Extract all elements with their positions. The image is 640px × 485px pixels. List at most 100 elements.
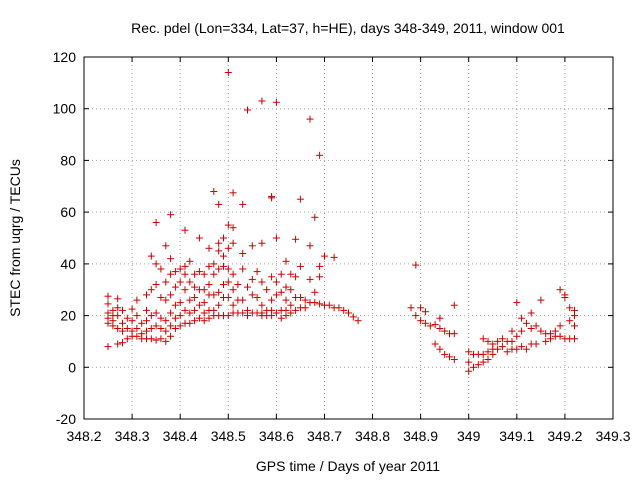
data-point — [537, 296, 545, 304]
data-point — [508, 327, 516, 335]
data-point — [316, 151, 324, 159]
data-point — [566, 317, 574, 325]
data-point — [484, 356, 492, 363]
data-point — [479, 335, 487, 343]
chart-title: Rec. pdel (Lon=334, Lat=37, h=HE), days … — [131, 20, 565, 36]
data-point — [191, 317, 199, 325]
data-point — [143, 291, 150, 299]
data-point — [239, 265, 247, 273]
data-point — [522, 319, 530, 327]
data-point — [186, 257, 194, 265]
data-point — [316, 300, 324, 308]
data-point — [489, 350, 497, 358]
data-point — [292, 273, 300, 281]
data-point — [152, 281, 160, 288]
data-point — [556, 332, 564, 340]
data-point — [321, 252, 328, 260]
x-tick-label: 349.2 — [547, 428, 582, 444]
x-tick-label: 349 — [457, 428, 481, 444]
data-point — [354, 317, 362, 325]
data-point — [229, 286, 237, 294]
y-axis-label: STEC from uqrg / TECUs — [7, 159, 23, 317]
data-point — [167, 309, 175, 317]
data-point — [186, 319, 194, 327]
data-point — [123, 325, 131, 332]
data-point — [287, 270, 295, 278]
data-point — [191, 306, 199, 314]
plot-frame — [83, 56, 614, 420]
data-point — [441, 327, 449, 335]
data-point — [345, 309, 352, 317]
data-point — [287, 301, 295, 309]
data-point — [239, 296, 247, 304]
data-point — [186, 309, 194, 317]
data-point — [513, 345, 521, 353]
data-point — [128, 305, 136, 313]
data-point — [157, 294, 165, 301]
data-point — [417, 304, 425, 312]
data-point — [296, 195, 304, 203]
data-point — [450, 356, 458, 363]
data-point — [465, 367, 473, 375]
data-point — [147, 312, 155, 320]
data-point — [474, 361, 482, 369]
data-point — [244, 106, 251, 114]
y-tick-label: 0 — [68, 359, 76, 375]
data-point — [311, 213, 319, 221]
data-point — [513, 332, 521, 340]
data-point — [311, 288, 319, 296]
data-point — [157, 325, 165, 332]
data-point — [282, 283, 290, 291]
data-point — [162, 317, 170, 325]
data-point — [292, 235, 300, 243]
data-point — [200, 286, 208, 294]
y-tick-label: 100 — [53, 101, 77, 117]
data-point — [296, 262, 304, 270]
data-point — [542, 337, 550, 345]
data-point — [258, 97, 266, 105]
data-point — [316, 262, 324, 270]
data-point — [167, 322, 175, 330]
data-point — [479, 350, 487, 358]
data-point — [133, 312, 141, 320]
data-point — [109, 322, 117, 330]
data-point — [128, 317, 136, 325]
data-point — [292, 306, 300, 314]
data-point — [296, 294, 304, 301]
data-point — [143, 317, 150, 325]
data-point — [133, 325, 141, 332]
data-point — [119, 306, 126, 314]
data-point — [537, 327, 545, 335]
data-point — [152, 260, 160, 268]
data-point — [518, 314, 526, 322]
data-point — [181, 306, 189, 314]
data-point — [162, 278, 170, 286]
data-point — [494, 345, 502, 353]
data-point — [152, 219, 160, 226]
y-tick-label: 80 — [60, 152, 76, 168]
data-point — [421, 319, 429, 327]
x-axis-tick-labels: 348.2 348.3 348.4 348.5 348.6 348.7 348.8 348.9… — [66, 428, 630, 444]
data-point — [162, 242, 170, 250]
data-point — [349, 313, 357, 321]
data-point — [527, 309, 535, 317]
data-point — [234, 281, 242, 288]
data-point — [277, 314, 285, 322]
data-point — [205, 314, 213, 322]
data-point — [133, 296, 141, 304]
data-point — [277, 288, 285, 296]
data-point — [258, 278, 266, 286]
data-point — [176, 299, 184, 307]
data-point — [436, 325, 444, 332]
data-point — [436, 314, 444, 322]
data-point — [114, 304, 122, 312]
data-point — [258, 301, 266, 309]
data-point — [224, 278, 232, 286]
data-point — [157, 265, 165, 273]
data-point — [229, 224, 237, 232]
data-point — [171, 314, 179, 322]
data-point — [287, 309, 295, 317]
data-point — [412, 312, 420, 320]
data-point — [465, 358, 473, 366]
